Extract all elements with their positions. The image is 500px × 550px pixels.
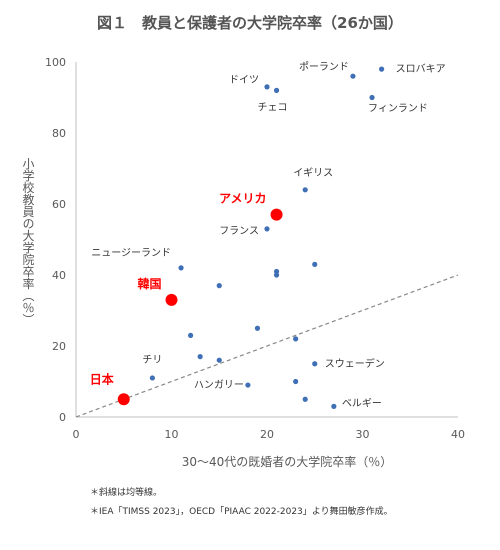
point-label: ポーランド xyxy=(299,61,349,73)
data-point xyxy=(293,336,299,342)
note-source: ＊IEA「TIMSS 2023」，OECD「PIAAC 2022-2023」より… xyxy=(90,507,393,517)
data-point xyxy=(264,84,270,90)
note-equality-line: ＊斜線は均等線。 xyxy=(90,488,163,498)
point-label: チリ xyxy=(142,354,162,366)
point-label: スロバキア xyxy=(396,63,446,75)
point-label: チェコ xyxy=(258,101,288,113)
data-point xyxy=(216,357,222,363)
data-point xyxy=(273,87,280,93)
point-label: フランス xyxy=(219,225,259,237)
x-tick-label: 40 xyxy=(451,428,465,441)
data-point xyxy=(312,361,318,367)
point-label: スウェーデン xyxy=(325,357,385,370)
point-label: ニュージーランド xyxy=(91,247,171,259)
chart-title: 図１ 教員と保護者の大学院卒率（26か国） xyxy=(97,14,403,32)
y-axis-label: 小学校教員の大学院卒率（％） xyxy=(21,157,35,325)
point-label: フィンランド xyxy=(368,103,428,115)
x-tick-label: 30 xyxy=(356,428,370,441)
x-axis-label: 30〜40代の既婚者の大学院卒率（％） xyxy=(182,454,393,469)
data-point-highlight xyxy=(270,208,283,221)
y-tick-label: 60 xyxy=(52,198,66,211)
data-point-highlight xyxy=(117,393,130,406)
point-label: 韓国 xyxy=(137,276,161,291)
point-label: ベルギー xyxy=(342,397,382,409)
data-point xyxy=(312,261,318,267)
point-label: ドイツ xyxy=(229,75,259,86)
data-point xyxy=(331,403,337,409)
notes: ＊斜線は均等線。 ＊IEA「TIMSS 2023」，OECD「PIAAC 202… xyxy=(90,484,393,522)
y-tick-label: 40 xyxy=(52,269,66,282)
point-label: 日本 xyxy=(90,371,114,386)
x-tick-label: 10 xyxy=(165,428,179,441)
data-point xyxy=(197,354,203,360)
x-tick-label: 20 xyxy=(260,428,274,441)
data-point xyxy=(245,382,251,388)
point-label: イギリス xyxy=(293,167,333,179)
data-point xyxy=(302,187,308,193)
x-tick-label: 0 xyxy=(73,428,80,441)
data-point-highlight xyxy=(165,293,178,306)
y-tick-label: 20 xyxy=(52,340,66,353)
equality-line-group xyxy=(75,274,459,418)
data-points xyxy=(117,66,385,409)
data-point xyxy=(264,226,270,232)
point-label: ハンガリー xyxy=(194,379,244,391)
data-point xyxy=(369,94,375,101)
y-tick-label: 0 xyxy=(59,411,66,424)
axes: 0 10 20 30 40 0 20 40 60 80 100 xyxy=(45,56,465,441)
data-point xyxy=(149,375,155,381)
data-point xyxy=(216,283,222,289)
data-point xyxy=(293,378,299,385)
equality-line xyxy=(75,274,459,418)
data-point xyxy=(350,73,356,79)
data-point xyxy=(273,272,280,278)
data-point xyxy=(254,325,261,331)
y-tick-label: 80 xyxy=(52,127,66,140)
y-tick-label: 100 xyxy=(45,56,66,69)
data-point xyxy=(178,265,184,271)
data-point xyxy=(379,66,385,72)
data-point xyxy=(188,332,194,338)
point-label: アメリカ xyxy=(219,192,266,206)
data-point xyxy=(302,396,308,402)
